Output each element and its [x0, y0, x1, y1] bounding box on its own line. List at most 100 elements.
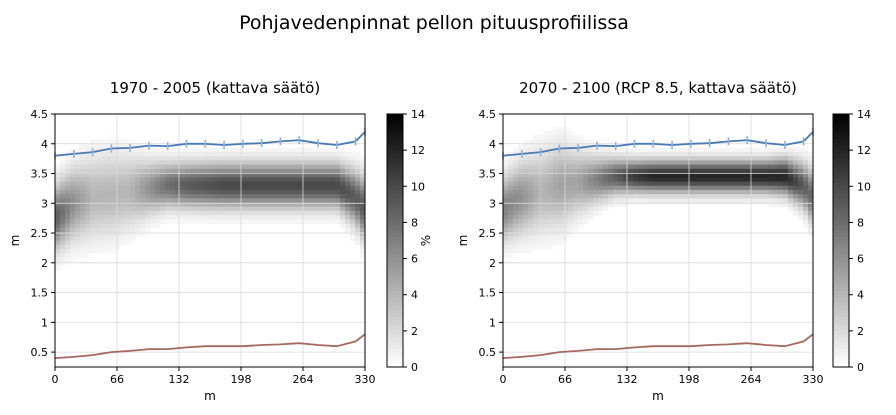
colorbar-step [833, 128, 849, 133]
heat-cell [350, 164, 356, 170]
heat-cell [240, 206, 246, 212]
heat-cell [125, 160, 131, 165]
heat-cell [110, 223, 116, 229]
heat-cell [255, 181, 261, 187]
heat-cell [90, 194, 96, 199]
heat-cell [583, 194, 589, 199]
heat-cell [135, 143, 141, 149]
heat-cell [140, 210, 146, 216]
heat-cell [305, 185, 311, 191]
heat-cell [75, 223, 81, 229]
heat-cell [518, 181, 524, 187]
heat-cell [285, 164, 291, 170]
heat-cell [350, 185, 356, 191]
heat-cell [95, 177, 101, 182]
heat-cell [100, 156, 106, 161]
heat-cell [120, 160, 126, 165]
heat-cell [185, 210, 191, 216]
heat-cell [245, 198, 251, 203]
heat-cell [568, 223, 574, 229]
heat-cell [60, 227, 66, 233]
colorbar-step [387, 359, 403, 364]
heat-cell [265, 219, 271, 225]
heat-cell [110, 202, 116, 208]
heat-cell [793, 151, 799, 157]
heat-cell [140, 181, 146, 187]
colorbar-step [387, 363, 403, 368]
colorbar-step [833, 334, 849, 339]
heat-cell [165, 177, 171, 182]
heat-cell [623, 189, 629, 195]
heat-cell [260, 185, 266, 191]
heat-cell [160, 198, 166, 203]
colorbar-step [833, 345, 849, 350]
heat-cell [808, 177, 814, 182]
heat-cell [503, 215, 509, 220]
heat-cell [718, 189, 724, 195]
heat-cell [280, 215, 286, 220]
heat-cell [85, 181, 91, 187]
heat-cell [638, 164, 644, 170]
heat-cell [165, 198, 171, 203]
heat-cell [533, 156, 539, 161]
heat-cell [793, 202, 799, 208]
heat-cell [115, 206, 121, 212]
heat-cell [788, 189, 794, 195]
heat-cell [80, 143, 86, 149]
heat-cell [583, 219, 589, 225]
heat-cell [533, 227, 539, 233]
heat-cell [180, 151, 186, 157]
heat-cell [330, 202, 336, 208]
x-tick-label: 0 [52, 373, 59, 386]
heat-cell [140, 160, 146, 165]
heat-cell [145, 151, 151, 157]
heat-cell [355, 185, 361, 191]
heat-cell [105, 210, 111, 216]
colorbar-step [387, 341, 403, 346]
heat-cell [145, 202, 151, 208]
heat-cell [743, 177, 749, 182]
heat-cell [150, 151, 156, 157]
heat-cell [85, 198, 91, 203]
heat-cell [130, 206, 136, 212]
heat-cell [230, 164, 236, 170]
heat-cell [140, 202, 146, 208]
heat-cell [305, 177, 311, 182]
heat-cell [75, 147, 81, 153]
colorbar-step [387, 114, 403, 119]
heat-cell [255, 177, 261, 182]
colorbar-step [387, 236, 403, 241]
heat-cell [628, 156, 634, 161]
heat-cell [65, 198, 71, 203]
heat-cell [753, 181, 759, 187]
heat-cell [558, 240, 564, 246]
heat-cell [155, 185, 161, 191]
heat-cell [548, 206, 554, 212]
heat-cell [115, 244, 121, 250]
heat-cell [335, 202, 341, 208]
heat-cell [115, 210, 121, 216]
heat-cell [160, 168, 166, 174]
heat-cell [563, 164, 569, 170]
heat-cell [518, 160, 524, 165]
heat-cell [150, 173, 156, 178]
heat-cell [125, 215, 131, 220]
colorbar-step [833, 215, 849, 220]
heat-cell [250, 219, 256, 225]
heat-cell [628, 164, 634, 170]
heat-cell [170, 215, 176, 220]
heat-cell [105, 227, 111, 233]
heat-cell [145, 185, 151, 191]
heat-cell [135, 147, 141, 153]
heat-cell [105, 189, 111, 195]
heat-cell [80, 219, 86, 225]
heat-cell [120, 147, 126, 153]
heat-cell [65, 253, 71, 258]
heat-cell [533, 177, 539, 182]
heat-cell [205, 147, 211, 153]
heat-cell [593, 198, 599, 203]
heat-cell [668, 156, 674, 161]
heat-cell [718, 194, 724, 199]
heat-cell [320, 147, 326, 153]
heat-cell [558, 219, 564, 225]
